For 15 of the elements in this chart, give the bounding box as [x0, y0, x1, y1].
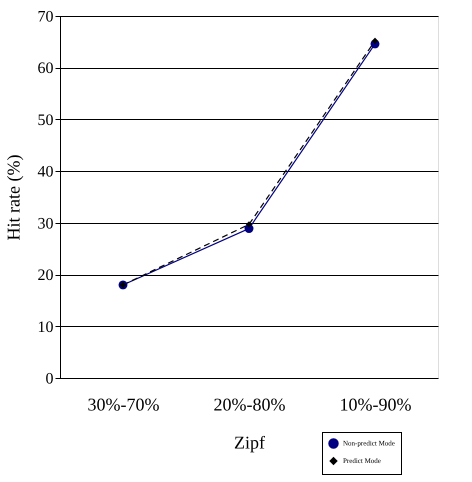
y-axis-title: Hit rate (%) [4, 154, 24, 240]
point [372, 38, 378, 44]
y-tick-label: 40 [38, 164, 54, 181]
x-axis-title: Zipf [234, 432, 265, 452]
y-tick-label: 10 [38, 318, 54, 336]
y-tick-label: 30 [38, 215, 54, 232]
y-tick-label: 50 [38, 112, 54, 129]
y-tick-label: 0 [46, 370, 54, 388]
x-tick-label: 30%-70% [88, 394, 160, 414]
x-tick-label: 10%-90% [340, 394, 412, 414]
y-tick-label: 70 [38, 8, 54, 26]
y-tick-label: 60 [38, 60, 54, 78]
x-tick-label: 20%-80% [214, 394, 286, 414]
y-tick-label: 20 [38, 267, 54, 284]
point [246, 221, 252, 228]
